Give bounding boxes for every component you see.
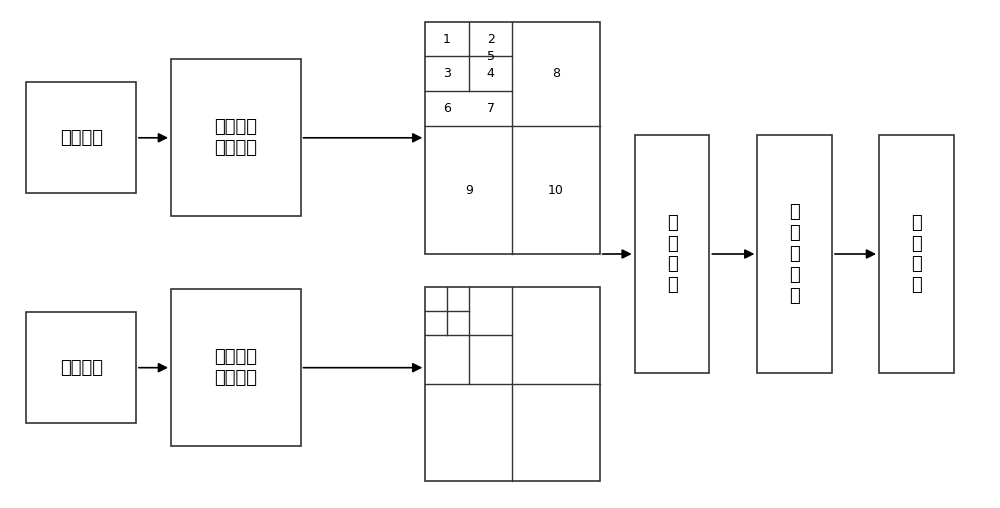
Bar [171,290,301,446]
Text: 第一图像: 第一图像 [60,129,103,147]
Text: 8: 8 [552,68,560,80]
Text: 6: 6 [443,102,451,115]
Bar [26,82,136,194]
Text: 小波变换
后的图像: 小波变换 后的图像 [214,118,257,157]
Text: 7: 7 [487,102,495,115]
Bar [425,287,600,482]
Text: 9: 9 [465,183,473,197]
Text: 第二图像: 第二图像 [60,359,103,376]
Bar [635,135,709,373]
Text: 10: 10 [548,183,564,197]
Text: 融
合
图
像: 融 合 图 像 [911,214,922,294]
Text: 小
波
逆
变
换: 小 波 逆 变 换 [789,203,800,305]
Bar [425,22,600,254]
Bar [171,59,301,216]
Bar [757,135,832,373]
Text: 小波变换
后的图像: 小波变换 后的图像 [214,348,257,387]
Bar [26,312,136,423]
Text: 2: 2 [487,33,495,46]
Text: 5: 5 [487,50,495,63]
Text: 3: 3 [443,68,451,80]
Bar [879,135,954,373]
Text: 1: 1 [443,33,451,46]
Text: 融
合
算
法: 融 合 算 法 [667,214,677,294]
Text: 4: 4 [487,68,495,80]
